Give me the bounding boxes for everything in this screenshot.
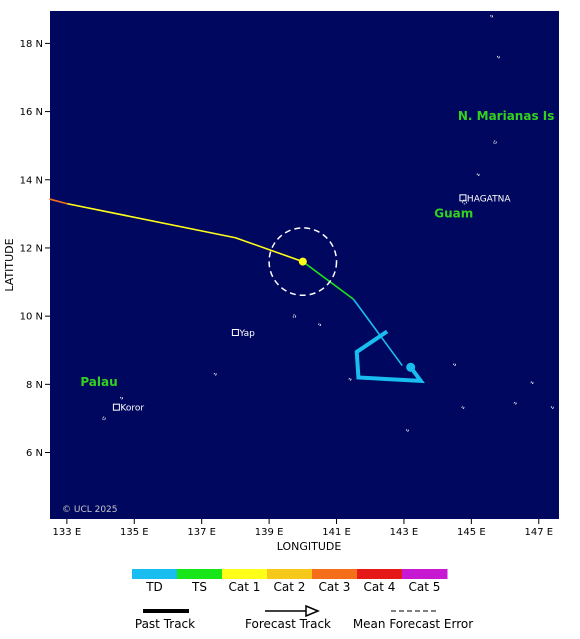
x-axis-title: LONGITUDE [277,540,342,553]
island-outline [292,314,297,318]
category-label: Cat 5 [409,580,441,594]
island-outline [530,381,534,385]
forecast-error-circle [268,227,338,297]
region-label-layer: N. Marianas Is Guam Palau [80,109,554,389]
category-swatch [402,569,448,579]
category-legend: TD TS Cat 1 Cat 2 Cat 3 Cat 4 Cat 5 [132,569,448,594]
category-swatch [267,569,313,579]
island-outline [493,140,497,145]
island-outline [348,377,352,381]
y-tick-label: 14 N [20,175,43,186]
island-outline [453,363,456,366]
island-outline [405,428,409,432]
current-position-marker [298,257,307,266]
city-marker [231,329,239,337]
island-outline [318,323,322,327]
region-label: Palau [80,375,117,389]
forecast-track-segment [234,236,304,263]
category-label: TD [145,580,163,594]
forecast-track-segment [49,198,68,205]
start-position-marker [406,362,416,372]
category-label: Cat 3 [319,580,351,594]
category-swatch [222,569,268,579]
past-track-segment [302,260,354,300]
island-outline [490,14,493,18]
track-type-legend: Past Track Forecast Track Mean Forecast … [135,604,473,631]
y-tick-label: 6 N [26,448,43,459]
forecast-arrow-icon [305,604,320,618]
x-tick-label: 145 E [457,527,486,538]
city-marker [459,194,467,202]
city-label: Koror [120,404,144,414]
city-layer: HAGATNA Yap Koror [112,194,511,414]
region-label: N. Marianas Is [458,109,555,123]
category-label: Cat 1 [229,580,261,594]
category-swatch [177,569,223,579]
early-track-loop [354,329,425,384]
island-outline [213,372,217,376]
y-tick-label: 18 N [20,39,43,50]
forecast-track-segment [66,202,237,239]
island-outline [102,416,106,421]
region-label: Guam [434,206,473,220]
island-outline [513,401,517,405]
forecast-track-legend-label: Forecast Track [245,617,331,631]
category-swatch [132,569,178,579]
storm-track-layer [49,198,425,384]
x-tick-label: 147 E [524,527,553,538]
past-track-legend-label: Past Track [135,617,195,631]
city-label: HAGATNA [467,194,511,204]
island-outline [462,199,468,205]
y-tick-label: 10 N [20,312,43,323]
x-tick-label: 141 E [322,527,351,538]
category-label: Cat 4 [364,580,396,594]
longitude-axis: 133 E 135 E 137 E 139 E 141 E 143 E 145 E 147 E [53,519,553,538]
forecast-error-legend-label: Mean Forecast Error [353,617,473,631]
category-swatch [312,569,358,579]
island-layer [102,14,554,432]
x-tick-label: 139 E [255,527,284,538]
category-label: Cat 2 [274,580,306,594]
x-tick-label: 133 E [53,527,82,538]
island-outline [550,406,554,409]
y-tick-label: 8 N [26,380,43,391]
island-outline [496,55,500,59]
x-tick-label: 143 E [390,527,419,538]
city-marker [112,403,120,411]
past-track-segment [352,298,403,367]
y-tick-label: 12 N [20,243,43,254]
y-axis-title: LATITUDE [3,238,16,291]
island-outline [461,406,465,409]
latitude-axis: 6 N 8 N 10 N 12 N 14 N 16 N 18 N [20,39,50,459]
map-credit: © UCL 2025 [62,505,118,515]
island-outline [476,173,480,177]
x-tick-label: 135 E [120,527,149,538]
category-label: TS [191,580,207,594]
x-tick-label: 137 E [187,527,216,538]
y-tick-label: 16 N [20,107,43,118]
category-swatch [357,569,403,579]
city-label: Yap [238,329,255,339]
island-outline [120,396,123,400]
